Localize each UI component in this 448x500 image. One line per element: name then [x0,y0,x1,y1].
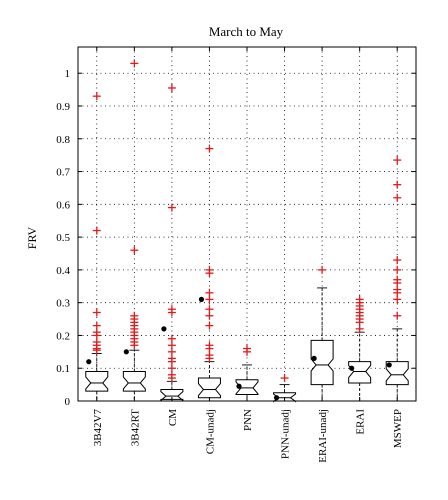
y-tick-label: 0.7 [56,167,70,179]
outlier-marker [393,311,402,320]
chart-title: March to May [209,24,284,39]
outlier-marker [393,193,402,202]
box-body [122,371,146,392]
outlier-marker [130,246,139,255]
mean-marker [386,362,392,368]
y-tick-label: 0 [65,396,71,408]
outlier-marker [167,334,176,343]
outlier-marker [92,92,101,101]
outlier-marker [167,305,176,314]
grid-lines [78,47,416,401]
x-tick-label: CM-unadj [204,409,216,454]
box-body [197,377,221,399]
y-tick-label: 1 [65,68,71,80]
outlier-marker [205,265,214,274]
box-series [85,59,409,403]
x-tick-label: PNN [242,409,254,431]
x-tick-label: ERAI [355,409,367,435]
box-body [348,361,372,384]
outlier-marker [393,265,402,274]
outlier-marker [393,275,402,284]
mean-marker [311,355,317,361]
outlier-marker [167,83,176,92]
outlier-marker [355,295,364,304]
x-tick-label: MSWEP [392,409,404,448]
y-tick-label: 0.2 [56,330,70,342]
mean-marker [236,383,242,389]
x-tick-label: 3B42RT [129,409,141,447]
mean-marker [349,365,355,371]
outlier-marker [167,203,176,212]
x-tick-label: CM [167,409,179,426]
y-tick-label: 0.1 [56,363,70,375]
outlier-marker [243,344,251,353]
outlier-marker [130,311,139,320]
outlier-marker [393,256,402,265]
mean-marker [273,395,280,401]
outlier-marker [205,341,214,350]
y-tick-label: 0.8 [56,134,70,146]
outlier-marker [92,226,101,235]
box-body [385,361,409,386]
mean-marker [86,359,92,365]
box-body [160,389,184,402]
y-tick-label: 0.3 [56,298,70,310]
box-body [85,371,109,392]
mean-marker [161,326,167,332]
box-body [310,339,334,386]
outlier-marker [130,59,139,68]
x-tick-label: PNN-unadj [280,409,292,459]
outlier-marker [393,156,402,165]
y-tick-label: 0.4 [56,265,70,277]
outlier-marker [205,321,214,330]
x-tick-label: ERAI-unadj [317,409,329,463]
outlier-marker [92,321,101,330]
outlier-marker [205,144,214,153]
outlier-marker [393,180,402,189]
y-axis-ticks: 0 0.1 0.2 0.3 0.4 0.5 0.6 0.7 0.8 0.9 1 [56,68,416,408]
x-tick-label: 3B42V7 [92,409,104,447]
y-axis-label: FRV [25,226,39,249]
outlier-marker [280,374,289,383]
y-tick-label: 0.6 [56,199,70,211]
y-tick-label: 0.5 [56,232,70,244]
outlier-marker [92,308,101,317]
outlier-marker [205,305,214,314]
outlier-marker [205,288,214,297]
x-axis-ticks: 3B42V7 3B42RT CM CM-unadj PNN PNN-unadj ERAI-u… [92,47,404,463]
y-tick-label: 0.9 [56,101,70,113]
mean-marker [198,296,205,302]
mean-marker [123,349,129,355]
outlier-marker [318,265,327,274]
